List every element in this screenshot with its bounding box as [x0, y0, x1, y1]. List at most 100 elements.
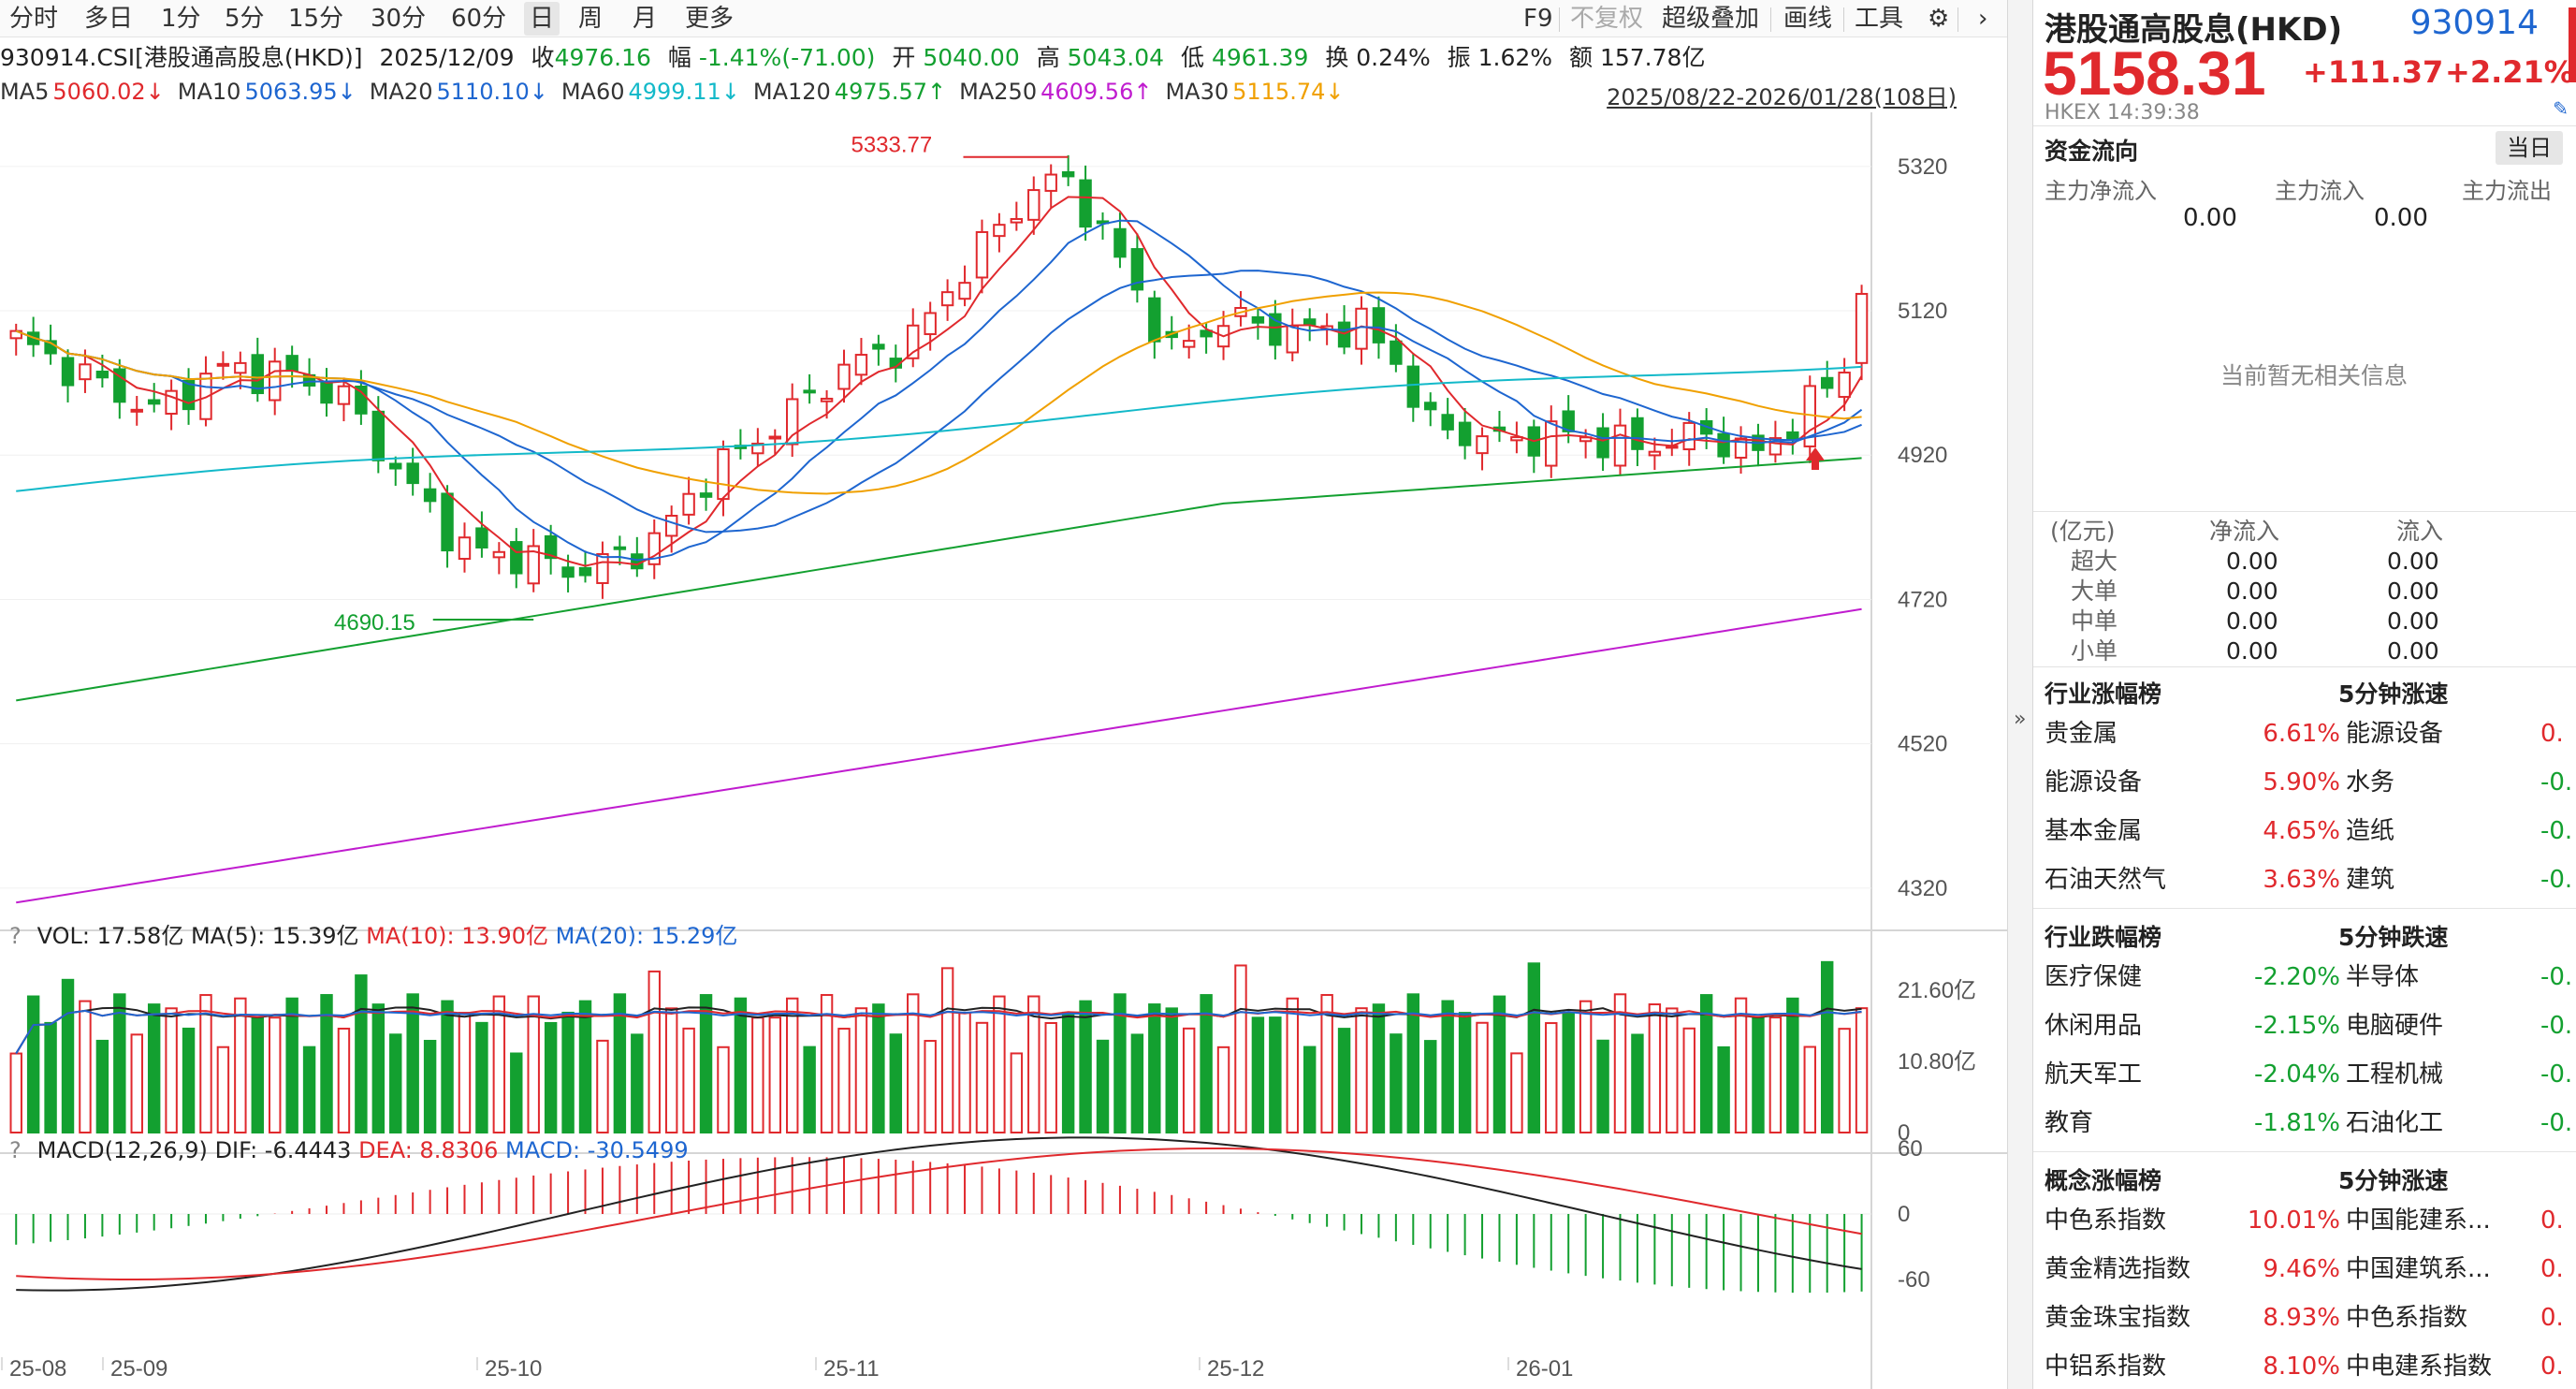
candle-body [1855, 292, 1869, 364]
list-item[interactable]: 休闲用品 -2.15% 电脑硬件 -0. [2033, 1002, 2576, 1050]
row-net: 0.00 [2226, 637, 2278, 665]
period-week[interactable]: 周 [578, 5, 604, 33]
f9-button[interactable]: F9 [1523, 5, 1553, 33]
volume-bar [1113, 993, 1127, 1134]
volume-bar [578, 1000, 592, 1134]
volume-bar [664, 1007, 678, 1134]
draw-line-button[interactable]: 画线 [1783, 5, 1833, 33]
list-title: 行业跌幅榜 [2045, 924, 2162, 951]
chart-area[interactable]: 分时 多日 1分 5分 15分 30分 60分 日 周 月 更多 F9 不复权 … [0, 0, 2007, 1389]
period-30min[interactable]: 30分 [371, 5, 427, 33]
volume-bar [544, 1021, 558, 1133]
candle-body [371, 410, 386, 461]
list-item[interactable]: 能源设备 5.90% 水务 -0. [2033, 758, 2576, 807]
panel-divider[interactable]: » [2007, 0, 2033, 1389]
row-name: 大单 [2071, 578, 2118, 605]
volume-bar [1182, 1027, 1196, 1134]
candle-body [1130, 248, 1144, 291]
period-intraday[interactable]: 分时 [9, 5, 59, 33]
period-60min[interactable]: 60分 [451, 5, 507, 33]
volume-bar [1406, 993, 1420, 1133]
tools-button[interactable]: 工具 [1855, 5, 1904, 33]
table-row: 中单 0.00 0.00 [2043, 607, 2567, 636]
help-icon[interactable]: ? [9, 1137, 22, 1163]
date-range-selector[interactable]: 2025/08/22-2026/01/28(108日) [1607, 84, 1957, 110]
row-in: 0.00 [2387, 578, 2439, 605]
candle-body [1717, 432, 1730, 458]
period-1min[interactable]: 1分 [161, 5, 201, 33]
list-item[interactable]: 医疗保健 -2.20% 半导体 -0. [2033, 953, 2576, 1002]
open-value: 5040.00 [923, 44, 1020, 71]
item-name-2: 工程机械 [2346, 1060, 2444, 1089]
row-name: 超大 [2071, 548, 2118, 575]
turnover-label: 换 [1325, 44, 1349, 71]
list-item[interactable]: 教育 -1.81% 石油化工 -0. [2033, 1099, 2576, 1148]
candle-body [1510, 436, 1523, 442]
volume-bar [475, 1021, 488, 1133]
candle-body [613, 546, 627, 550]
list-item[interactable]: 黄金精选指数 9.46% 中国建筑系... 0. [2033, 1245, 2576, 1294]
price-change-pct: +2.21% [2445, 54, 2574, 90]
kline-chart[interactable]: 5320 5120 4920 4720 4520 4320 5333.77 4690.15 21… [0, 112, 2007, 1389]
item-name: 黄金精选指数 [2045, 1255, 2191, 1283]
item-name-2: 电脑硬件 [2346, 1012, 2444, 1040]
collapse-right-icon[interactable]: › [1978, 5, 1988, 33]
divider [2033, 511, 2576, 512]
toolbar-separator [1843, 7, 1844, 32]
period-multiday[interactable]: 多日 [84, 5, 134, 33]
volume-bar [1803, 1045, 1816, 1133]
list-item[interactable]: 基本金属 4.65% 造纸 -0. [2033, 807, 2576, 855]
help-icon[interactable]: ? [9, 923, 22, 949]
candle-body [1613, 424, 1627, 467]
list-item[interactable]: 贵金属 6.61% 能源设备 0. [2033, 709, 2576, 758]
candle-body [1061, 170, 1075, 178]
no-adjust-button[interactable]: 不复权 [1570, 5, 1644, 33]
amplitude-value: 1.62% [1477, 44, 1553, 71]
table-header: (亿元) 净流入 流入 [2043, 517, 2567, 547]
volume-bar [717, 1045, 730, 1134]
candle-body [1200, 329, 1213, 338]
list-item[interactable]: 黄金珠宝指数 8.93% 中色系指数 0. [2033, 1294, 2576, 1342]
period-15min[interactable]: 15分 [288, 5, 344, 33]
volume-bar [907, 993, 920, 1133]
period-day[interactable]: 日 [524, 2, 560, 36]
volume-bar [1838, 1028, 1851, 1133]
item-pct: 3.63% [2263, 866, 2340, 894]
expand-arrow-icon[interactable]: » [2014, 708, 2027, 731]
no-info-message: 当前暂无相关信息 [2220, 362, 2409, 389]
table-row: 超大 0.00 0.00 [2043, 547, 2567, 577]
volume-bar [1200, 994, 1213, 1133]
x-axis-label: 25-08 [9, 1356, 66, 1382]
list-item[interactable]: 中铝系指数 8.10% 中电建系指数 0. [2033, 1342, 2576, 1389]
candle-body [1148, 297, 1161, 343]
item-name: 教育 [2045, 1109, 2094, 1137]
item-name: 医疗保健 [2045, 963, 2143, 991]
list-title-speed: 5分钟跌速 [2338, 924, 2449, 951]
volume-bar [1458, 1012, 1472, 1133]
period-month[interactable]: 月 [633, 5, 658, 33]
volume-bar [734, 997, 748, 1133]
volume-bar [147, 1003, 161, 1133]
macd-value: MACD: -30.5499 [505, 1137, 689, 1163]
macd-legend: ? MACD(12,26,9) DIF: -6.4443 DEA: 8.8306… [9, 1137, 689, 1163]
today-button[interactable]: 当日 [2496, 131, 2563, 165]
item-name-2: 造纸 [2346, 817, 2395, 845]
list-item[interactable]: 中色系指数 10.01% 中国能建系... 0. [2033, 1196, 2576, 1245]
list-item[interactable]: 石油天然气 3.63% 建筑 -0. [2033, 855, 2576, 904]
super-overlay-button[interactable]: 超级叠加 [1662, 5, 1760, 33]
period-more[interactable]: 更多 [685, 5, 735, 33]
edit-icon[interactable]: ✎ [2553, 97, 2569, 120]
volume-bar [1269, 1016, 1282, 1134]
candle-body [527, 545, 540, 585]
bar-date: 2025/12/09 [379, 44, 515, 71]
period-5min[interactable]: 5分 [225, 5, 265, 33]
item-name: 石油天然气 [2045, 866, 2167, 894]
candle-body [907, 324, 920, 359]
volume-bar [1441, 1000, 1454, 1133]
settings-gear-icon[interactable]: ⚙ [1928, 5, 1950, 33]
candle-body [1010, 217, 1024, 224]
y-tick-label: 4720 [1898, 587, 1947, 612]
item-pct-2: 0. [2540, 1206, 2564, 1235]
amount-value: 157.78亿 [1599, 44, 1706, 71]
list-item[interactable]: 航天军工 -2.04% 工程机械 -0. [2033, 1050, 2576, 1099]
